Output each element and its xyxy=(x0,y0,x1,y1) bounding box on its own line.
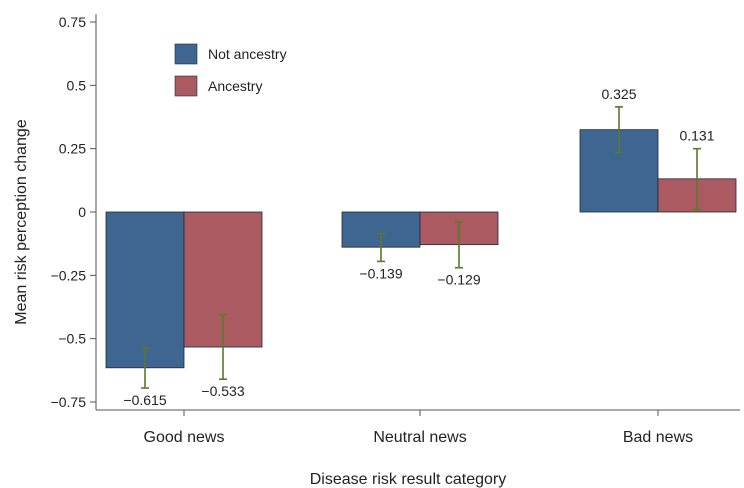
y-tick-label: 0.5 xyxy=(67,77,87,93)
legend: Not ancestry Ancestry xyxy=(174,43,287,97)
y-tick-label: −0.75 xyxy=(51,394,87,410)
data-label: −0.129 xyxy=(437,272,480,288)
x-tick-label: Good news xyxy=(144,429,225,446)
x-axis: Good news Neutral news Bad news xyxy=(96,409,740,446)
bar-not-ancestry xyxy=(105,211,185,369)
x-tick-label: Bad news xyxy=(623,429,693,446)
error-bars xyxy=(141,106,701,389)
y-axis-title: Mean risk perception change xyxy=(13,119,30,325)
data-label: −0.615 xyxy=(123,392,166,408)
bars xyxy=(105,129,737,369)
x-tick-label: Neutral news xyxy=(373,429,466,446)
legend-label: Ancestry xyxy=(208,78,262,94)
y-tick-label: −0.5 xyxy=(58,331,86,347)
y-tick-label: 0.25 xyxy=(59,141,86,157)
legend-label: Not ancestry xyxy=(208,46,287,62)
data-label: 0.131 xyxy=(679,128,714,144)
value-labels: −0.615 −0.139 0.325 −0.533 −0.129 0.131 xyxy=(123,86,714,408)
legend-swatch xyxy=(174,75,198,97)
x-axis-title: Disease risk result category xyxy=(310,471,507,488)
data-label: −0.139 xyxy=(359,265,402,281)
y-tick-label: 0.75 xyxy=(59,14,86,30)
y-axis: 0.75 0.5 0.25 0 −0.25 −0.5 −0.75 xyxy=(51,14,97,410)
data-label: −0.533 xyxy=(201,383,244,399)
data-label: 0.325 xyxy=(601,86,636,102)
legend-swatch xyxy=(174,43,198,65)
y-tick-label: −0.25 xyxy=(51,267,87,283)
y-tick-label: 0 xyxy=(78,204,86,220)
